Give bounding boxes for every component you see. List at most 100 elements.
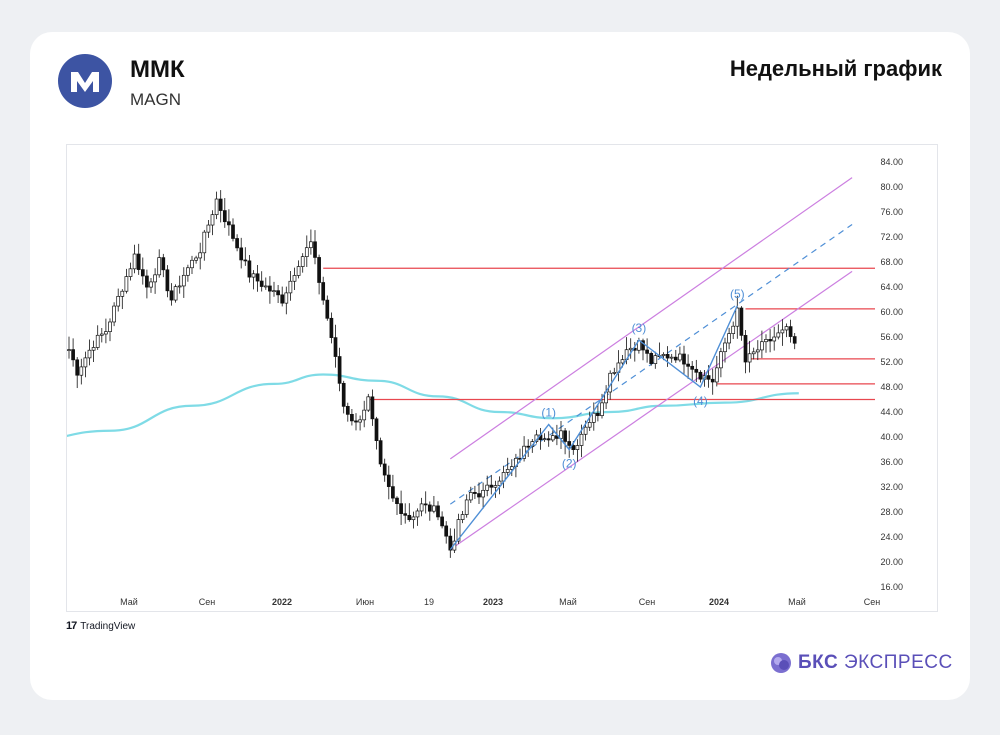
candle-body — [280, 294, 285, 304]
brand-rest: ЭКСПРЕСС — [844, 652, 953, 673]
candle-body — [468, 492, 473, 501]
wave-label: (2) — [562, 457, 577, 471]
candle-body — [415, 510, 420, 518]
candle-body — [546, 438, 551, 441]
candle-body — [481, 489, 485, 498]
candle-body — [87, 349, 92, 359]
candle-body — [776, 332, 781, 338]
candle-body — [489, 484, 494, 488]
y-tick-label: 60.00 — [880, 307, 903, 317]
y-tick-label: 64.00 — [880, 282, 903, 292]
candle-body — [67, 349, 71, 351]
candle-body — [354, 420, 358, 423]
wave-label: (5) — [730, 287, 745, 301]
y-tick-label: 24.00 — [880, 532, 903, 542]
candle-body — [760, 341, 764, 351]
candle-body — [366, 396, 371, 411]
candle-body — [206, 224, 211, 233]
moving-average-line — [67, 373, 799, 438]
candle-body — [288, 280, 293, 294]
candle-body — [600, 402, 604, 416]
candle-body — [255, 273, 260, 282]
candle-body — [735, 307, 740, 327]
candle-body — [460, 514, 465, 520]
chart-title: Недельный график — [729, 56, 942, 81]
candle-body — [772, 336, 777, 342]
candle-body — [497, 480, 502, 486]
candle-body — [788, 326, 793, 337]
y-tick-label: 32.00 — [880, 482, 903, 492]
candle-body — [149, 281, 153, 288]
x-tick-label: 2024 — [709, 597, 729, 607]
candle-body — [579, 433, 584, 446]
candle-body — [321, 282, 326, 301]
candle-body — [641, 340, 645, 351]
y-tick-label: 84.00 — [880, 157, 903, 167]
candle-body — [673, 356, 678, 361]
candle-body — [132, 253, 137, 270]
candle-body — [448, 535, 453, 551]
candle-body — [243, 259, 248, 262]
x-tick-label: Май — [559, 597, 577, 607]
candle-body — [583, 426, 588, 435]
candle-body — [382, 463, 387, 476]
candle-body — [231, 224, 235, 239]
x-tick-label: Сен — [199, 597, 216, 607]
channel-lower-line — [449, 270, 853, 550]
x-tick-label: Сен — [639, 597, 656, 607]
candle-body — [181, 274, 186, 287]
candle-body — [550, 435, 555, 441]
candle-body — [395, 497, 399, 504]
candle-body — [464, 499, 469, 515]
candle-body — [399, 503, 403, 514]
candle-body — [337, 356, 342, 384]
candle-body — [108, 321, 112, 332]
x-tick-label: Май — [788, 597, 806, 607]
candle-body — [563, 430, 567, 442]
candle-body — [706, 375, 711, 380]
candle-body — [341, 382, 346, 407]
candle-body — [526, 445, 531, 448]
candle-body — [198, 252, 203, 259]
candle-body — [157, 257, 162, 276]
tradingview-logo-icon: 17 — [66, 620, 77, 632]
x-tick-label: Май — [120, 597, 138, 607]
candle-body — [653, 355, 658, 364]
candle-body — [587, 422, 592, 428]
y-tick-label: 44.00 — [880, 407, 903, 417]
candle-body — [222, 210, 227, 223]
candle-body — [784, 326, 789, 331]
candle-body — [649, 353, 654, 364]
candle-body — [272, 290, 276, 293]
candle-body — [768, 339, 772, 342]
candle-body — [161, 257, 166, 271]
candle-body — [214, 198, 219, 216]
brand-name: БКС ЭКСПРЕСС — [798, 652, 953, 674]
candle-body — [505, 469, 510, 473]
candle-body — [296, 266, 301, 276]
candle-body — [75, 359, 80, 376]
candle-body — [423, 503, 428, 506]
candle-body — [792, 336, 797, 344]
candle-body — [276, 290, 280, 296]
candle-body — [333, 337, 338, 357]
candle-body — [292, 275, 297, 282]
y-tick-label: 16.00 — [880, 582, 903, 592]
x-tick-label: 2023 — [483, 597, 503, 607]
y-tick-label: 40.00 — [880, 432, 903, 442]
candle-body — [169, 290, 174, 301]
candle-body — [378, 440, 383, 465]
bks-logo-icon — [771, 653, 791, 673]
candle-body — [120, 290, 125, 297]
candle-body — [698, 371, 703, 380]
candle-body — [628, 347, 633, 351]
candle-body — [432, 505, 436, 512]
y-tick-label: 52.00 — [880, 357, 903, 367]
candle-body — [764, 339, 768, 343]
x-tick-label: 19 — [424, 597, 434, 607]
x-tick-label: Сен — [864, 597, 881, 607]
candle-body — [780, 329, 785, 334]
candle-body — [456, 519, 461, 542]
candle-body — [186, 267, 190, 276]
elliott-wave-line — [449, 305, 738, 550]
